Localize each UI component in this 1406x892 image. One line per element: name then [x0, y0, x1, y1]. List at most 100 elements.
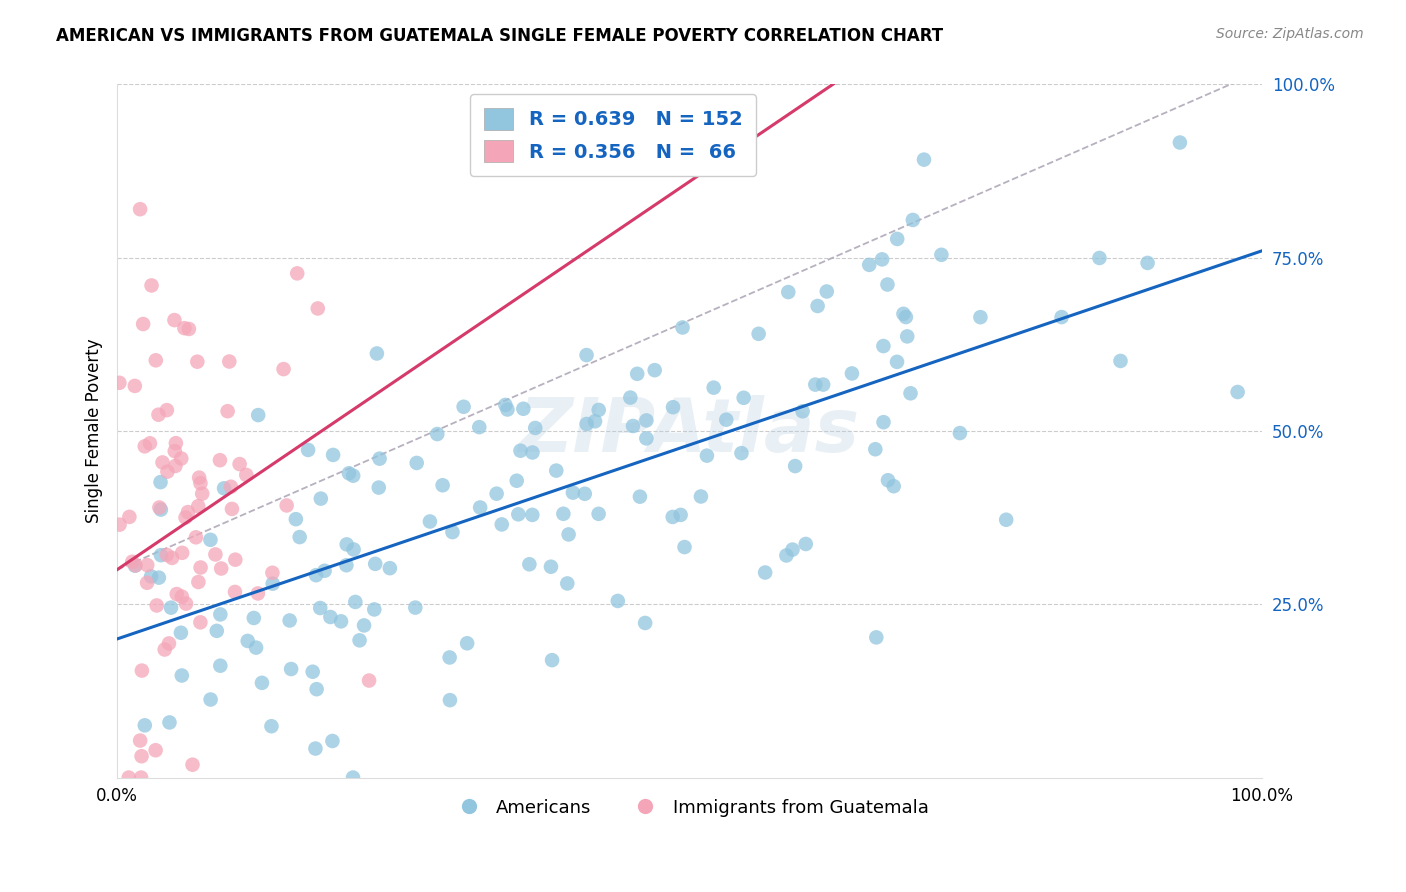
Point	[363, 602, 385, 616]
Point	[673, 540, 696, 554]
Point	[172, 546, 194, 560]
Point	[439, 693, 461, 707]
Point	[588, 507, 610, 521]
Point	[900, 386, 922, 401]
Point	[321, 734, 343, 748]
Point	[236, 634, 259, 648]
Point	[588, 403, 610, 417]
Point	[149, 475, 172, 490]
Point	[419, 515, 441, 529]
Point	[1168, 136, 1191, 150]
Point	[262, 566, 284, 580]
Point	[342, 542, 364, 557]
Point	[1226, 384, 1249, 399]
Point	[995, 513, 1018, 527]
Point	[491, 517, 513, 532]
Point	[893, 307, 915, 321]
Point	[426, 427, 449, 442]
Point	[519, 558, 541, 572]
Point	[224, 585, 246, 599]
Point	[170, 625, 193, 640]
Point	[485, 486, 508, 500]
Point	[621, 419, 644, 434]
Point	[1109, 354, 1132, 368]
Text: ZIPAtlas: ZIPAtlas	[519, 394, 860, 467]
Point	[209, 607, 232, 622]
Point	[157, 636, 180, 650]
Point	[148, 408, 170, 422]
Point	[671, 320, 693, 334]
Point	[305, 568, 328, 582]
Point	[224, 552, 246, 566]
Point	[865, 442, 887, 457]
Point	[170, 451, 193, 466]
Point	[404, 600, 426, 615]
Point	[173, 321, 195, 335]
Point	[378, 561, 401, 575]
Point	[148, 571, 170, 585]
Point	[841, 367, 863, 381]
Legend: Americans, Immigrants from Guatemala: Americans, Immigrants from Guatemala	[443, 791, 935, 824]
Point	[187, 574, 209, 589]
Point	[148, 500, 170, 515]
Point	[696, 449, 718, 463]
Point	[669, 508, 692, 522]
Point	[1088, 251, 1111, 265]
Point	[190, 476, 212, 491]
Point	[190, 560, 212, 574]
Point	[247, 408, 270, 422]
Point	[136, 558, 159, 573]
Point	[541, 653, 564, 667]
Point	[301, 665, 323, 679]
Point	[349, 633, 371, 648]
Point	[174, 597, 197, 611]
Point	[1050, 310, 1073, 324]
Point	[337, 467, 360, 481]
Point	[153, 642, 176, 657]
Point	[149, 502, 172, 516]
Point	[124, 558, 146, 573]
Point	[280, 662, 302, 676]
Point	[886, 355, 908, 369]
Point	[208, 453, 231, 467]
Point	[439, 650, 461, 665]
Point	[574, 487, 596, 501]
Point	[129, 733, 152, 747]
Point	[156, 403, 179, 417]
Point	[188, 470, 211, 484]
Point	[342, 771, 364, 785]
Point	[165, 458, 187, 473]
Point	[134, 439, 156, 453]
Point	[166, 587, 188, 601]
Point	[132, 317, 155, 331]
Point	[284, 512, 307, 526]
Point	[636, 431, 658, 445]
Point	[619, 391, 641, 405]
Point	[546, 464, 568, 478]
Point	[209, 658, 232, 673]
Point	[894, 310, 917, 324]
Point	[309, 601, 332, 615]
Point	[129, 771, 152, 785]
Point	[278, 614, 301, 628]
Point	[134, 718, 156, 732]
Point	[364, 557, 387, 571]
Point	[512, 401, 534, 416]
Point	[644, 363, 666, 377]
Point	[872, 415, 894, 429]
Point	[524, 421, 547, 435]
Point	[583, 414, 606, 428]
Point	[785, 459, 807, 474]
Point	[141, 278, 163, 293]
Point	[131, 664, 153, 678]
Point	[876, 277, 898, 292]
Point	[165, 436, 187, 450]
Point	[307, 301, 329, 316]
Point	[108, 517, 131, 532]
Point	[553, 507, 575, 521]
Point	[877, 473, 900, 487]
Point	[575, 417, 598, 431]
Point	[177, 322, 200, 336]
Point	[353, 618, 375, 632]
Point	[865, 631, 887, 645]
